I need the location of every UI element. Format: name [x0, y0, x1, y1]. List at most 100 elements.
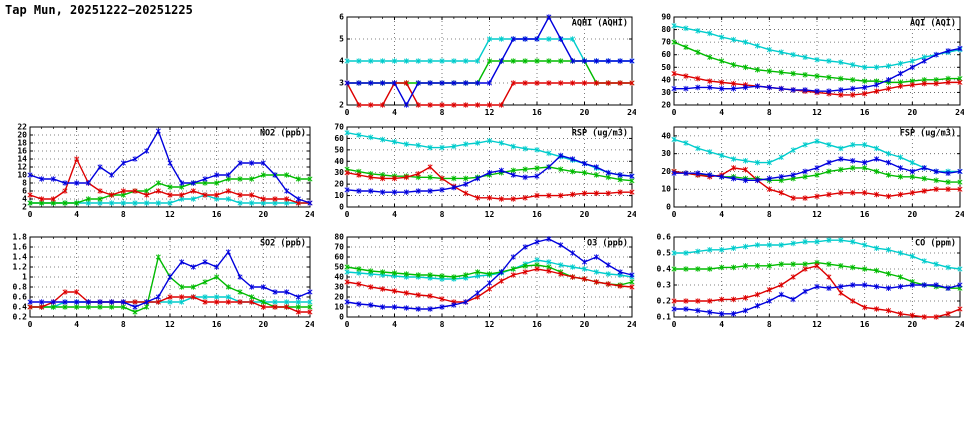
svg-text:3: 3 [339, 79, 344, 88]
svg-text:0: 0 [339, 313, 344, 322]
svg-text:50: 50 [334, 263, 344, 272]
markers-blue-aqi [671, 45, 963, 94]
svg-text:2: 2 [339, 101, 344, 110]
svg-text:20: 20 [259, 320, 269, 329]
markers-blue-co [671, 282, 963, 317]
svg-text:5: 5 [339, 35, 344, 44]
chart-title-fsp: FSP (ug/m3) [900, 129, 956, 139]
svg-text:0: 0 [339, 203, 344, 212]
svg-text:8: 8 [22, 179, 27, 188]
svg-text:24: 24 [955, 320, 964, 329]
svg-text:16: 16 [532, 320, 542, 329]
chart-canvas-so2: 0.20.40.60.811.21.41.61.8 0 4 8 12 16 20 24 SO2 … [13, 233, 315, 330]
chart-co: 0.1 0.2 0.3 0.4 0.5 0.6 0 4 8 12 16 20 24 CO (ppm) [648, 232, 965, 330]
svg-text:1: 1 [22, 273, 27, 282]
svg-text:12: 12 [485, 210, 495, 219]
svg-text:0.4: 0.4 [13, 303, 28, 312]
svg-text:30: 30 [661, 149, 671, 158]
chart-no2: 2 4 6 8 10 12 14 16 18 20 22 0 4 8 12 16 20 24 NO2 (ppb) [4, 122, 315, 220]
chart-aqi: 20 30 40 50 60 70 80 90 0 4 8 12 16 20 24 AQI (AQI) [648, 12, 965, 118]
svg-text:22: 22 [17, 123, 27, 132]
markers-blue-aqhi [344, 14, 635, 108]
svg-text:0: 0 [672, 108, 677, 117]
svg-text:8: 8 [121, 320, 126, 329]
svg-text:4: 4 [719, 210, 724, 219]
svg-text:1.8: 1.8 [13, 233, 28, 242]
chart-canvas-fsp: 0 10 20 30 40 0 4 8 12 16 20 24 FSP (ug/m3) [661, 126, 965, 219]
svg-text:80: 80 [334, 233, 344, 242]
svg-text:16: 16 [860, 108, 870, 117]
svg-text:0: 0 [666, 203, 671, 212]
svg-text:30: 30 [334, 283, 344, 292]
svg-text:8: 8 [767, 210, 772, 219]
svg-text:4: 4 [339, 57, 344, 66]
svg-text:20: 20 [580, 320, 590, 329]
svg-text:12: 12 [485, 320, 495, 329]
chart-canvas-rsp: 0 10 20 30 40 50 60 70 0 4 8 12 16 20 24 RSP (ug/m3) [334, 123, 637, 220]
svg-text:80: 80 [661, 25, 671, 34]
svg-text:12: 12 [17, 163, 27, 172]
svg-text:0.8: 0.8 [13, 283, 28, 292]
svg-text:40: 40 [661, 75, 671, 84]
svg-text:4: 4 [74, 210, 79, 219]
svg-text:4: 4 [719, 320, 724, 329]
svg-text:16: 16 [532, 210, 542, 219]
markers-red-co [671, 263, 963, 320]
markers-red-rsp [344, 164, 635, 202]
svg-text:20: 20 [334, 293, 344, 302]
svg-text:8: 8 [440, 320, 445, 329]
chart-canvas-aqhi: 2 3 4 5 6 0 4 8 12 16 20 24 AQHI (AQHI) [339, 13, 637, 118]
svg-text:24: 24 [627, 320, 636, 329]
svg-text:4: 4 [392, 210, 397, 219]
svg-text:0: 0 [345, 320, 350, 329]
svg-text:60: 60 [661, 50, 671, 59]
chart-title-so2: SO2 (ppb) [260, 239, 306, 249]
svg-text:20: 20 [580, 210, 590, 219]
markers-blue-so2 [27, 249, 313, 310]
svg-text:10: 10 [334, 303, 344, 312]
chart-so2: 0.2 0.4 0.6 0.8 1 1.2 1.4 1.6 1.8 0 4 8 12 16 20 24 SO2 … [4, 232, 315, 330]
markers-blue-fsp [671, 156, 963, 184]
svg-text:6: 6 [339, 13, 344, 22]
svg-text:0: 0 [672, 320, 677, 329]
svg-text:0.6: 0.6 [13, 293, 28, 302]
svg-text:4: 4 [74, 320, 79, 329]
svg-text:12: 12 [165, 320, 175, 329]
svg-text:60: 60 [334, 253, 344, 262]
svg-text:12: 12 [165, 210, 175, 219]
markers-green-no2 [27, 172, 313, 206]
svg-text:0.1: 0.1 [657, 313, 672, 322]
markers-blue-o3 [344, 236, 635, 312]
svg-text:12: 12 [485, 108, 495, 117]
svg-text:24: 24 [955, 108, 964, 117]
svg-text:4: 4 [392, 320, 397, 329]
svg-text:0.5: 0.5 [657, 249, 672, 258]
markers-green-aqi [671, 39, 963, 86]
svg-text:1.6: 1.6 [13, 243, 28, 252]
svg-text:4: 4 [22, 195, 27, 204]
svg-text:0.2: 0.2 [657, 297, 672, 306]
svg-text:20: 20 [580, 108, 590, 117]
chart-aqhi: 2 3 4 5 6 0 4 8 12 16 20 24 AQHI (AQHI) [321, 12, 637, 118]
svg-text:40: 40 [334, 157, 344, 166]
svg-text:8: 8 [767, 320, 772, 329]
series-green-aqhi [347, 60, 632, 84]
svg-text:16: 16 [212, 210, 222, 219]
svg-text:10: 10 [334, 191, 344, 200]
svg-text:24: 24 [627, 210, 636, 219]
svg-text:16: 16 [532, 108, 542, 117]
svg-text:70: 70 [334, 123, 344, 132]
svg-text:90: 90 [661, 13, 671, 22]
svg-text:0: 0 [28, 210, 33, 219]
svg-text:10: 10 [17, 171, 27, 180]
svg-text:14: 14 [17, 155, 27, 164]
chart-canvas-aqi: 20 30 40 50 60 70 80 90 0 4 8 12 16 20 24 AQI (AQI) [661, 13, 965, 118]
markers-blue-no2 [27, 128, 313, 206]
svg-text:12: 12 [812, 108, 822, 117]
svg-text:8: 8 [440, 210, 445, 219]
svg-text:24: 24 [305, 320, 314, 329]
svg-text:0: 0 [345, 108, 350, 117]
chart-title-o3: O3 (ppb) [587, 239, 628, 249]
svg-text:20: 20 [661, 101, 671, 110]
